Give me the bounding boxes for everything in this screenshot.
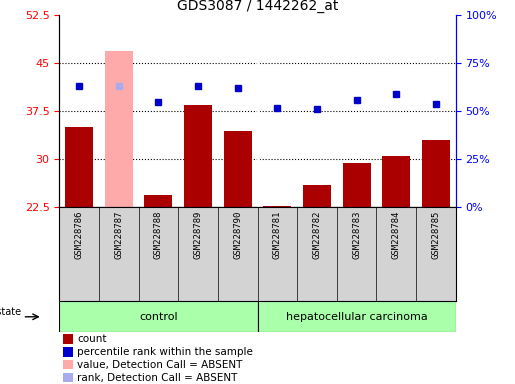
Text: GSM228789: GSM228789: [194, 210, 202, 258]
Text: GSM228782: GSM228782: [313, 210, 321, 258]
Bar: [63, 334, 73, 344]
Text: rank, Detection Call = ABSENT: rank, Detection Call = ABSENT: [77, 373, 237, 383]
Bar: [224, 131, 251, 207]
Bar: [303, 185, 331, 207]
Text: disease state: disease state: [0, 307, 21, 317]
Bar: [145, 195, 172, 207]
Bar: [59, 301, 258, 332]
Text: GSM228788: GSM228788: [154, 210, 163, 258]
Text: GSM228787: GSM228787: [114, 210, 123, 258]
Text: hepatocellular carcinoma: hepatocellular carcinoma: [286, 312, 427, 322]
Text: value, Detection Call = ABSENT: value, Detection Call = ABSENT: [77, 360, 243, 370]
Bar: [258, 301, 456, 332]
Text: percentile rank within the sample: percentile rank within the sample: [77, 347, 253, 357]
Bar: [63, 360, 73, 369]
Text: GSM228786: GSM228786: [75, 210, 83, 258]
Bar: [422, 140, 450, 207]
Bar: [65, 127, 93, 207]
Bar: [383, 156, 410, 207]
Text: control: control: [139, 312, 178, 322]
Title: GDS3087 / 1442262_at: GDS3087 / 1442262_at: [177, 0, 338, 13]
Bar: [343, 162, 370, 207]
Bar: [184, 105, 212, 207]
Bar: [264, 206, 291, 207]
Text: GSM228785: GSM228785: [432, 210, 440, 258]
Text: GSM228781: GSM228781: [273, 210, 282, 258]
Text: GSM228790: GSM228790: [233, 210, 242, 258]
Bar: [63, 373, 73, 382]
Bar: [63, 347, 73, 356]
Bar: [105, 51, 132, 207]
Text: count: count: [77, 334, 107, 344]
Text: GSM228784: GSM228784: [392, 210, 401, 258]
Text: GSM228783: GSM228783: [352, 210, 361, 258]
